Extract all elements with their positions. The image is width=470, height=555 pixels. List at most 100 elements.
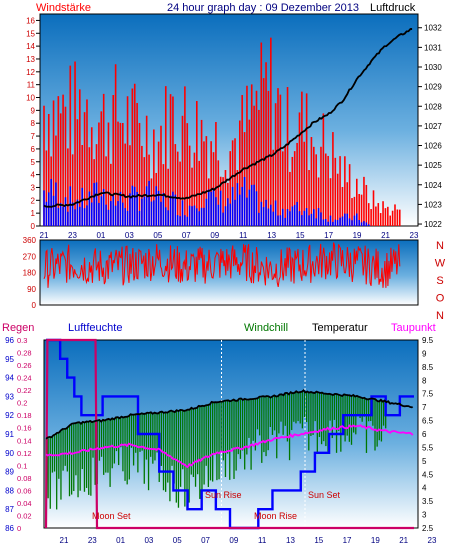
pressure-tick-label: 1026 [424, 142, 442, 151]
wind-pressure-marks [43, 28, 413, 226]
hour-tick-label: 05 [173, 536, 182, 545]
pressure-tick-label: 1032 [424, 24, 442, 33]
temperature-tick-label: 2.5 [422, 524, 434, 533]
humidity-tick-label: 96 [5, 336, 14, 345]
compass-label: N [436, 240, 444, 252]
moon-rise-label: Moon Rise [254, 511, 297, 521]
wind-tick-label: 16 [26, 16, 35, 25]
compass-label: S [436, 275, 443, 287]
humidity-tick-label: 94 [5, 374, 14, 383]
wind-direction-marks [43, 242, 401, 288]
compass-label: W [435, 258, 446, 270]
wind-tick-label: 3 [31, 183, 36, 192]
pressure-tick-label: 1031 [424, 43, 442, 52]
wind-tick-label: 10 [26, 94, 35, 103]
humidity-tick-label: 92 [5, 411, 14, 420]
rain-tick-label: 0.24 [17, 374, 32, 383]
legend-windchill: Windchill [244, 322, 288, 334]
pressure-line [43, 28, 413, 208]
wind-tick-label: 1 [31, 209, 36, 218]
hour-tick-label: 09 [210, 231, 219, 240]
hour-tick-label: 17 [324, 231, 333, 240]
hour-tick-label: 15 [296, 231, 305, 240]
humidity-tick-label: 88 [5, 486, 14, 495]
direction-tick-label: 270 [23, 252, 37, 261]
humidity-tick-label: 93 [5, 392, 14, 401]
hour-tick-label: 21 [381, 231, 390, 240]
legend-taupunkt: Taupunkt [391, 322, 436, 334]
wind-pressure-hour-axis: 21 23 01 03 05 07 09 11 13 15 17 19 21 23 [40, 231, 419, 240]
wind-tick-label: 6 [31, 145, 36, 154]
humidity-tick-label: 87 [5, 505, 14, 514]
wind-direction-plot-bg [39, 239, 419, 306]
hour-tick-label: 23 [410, 231, 419, 240]
hour-tick-label: 21 [40, 231, 49, 240]
temperature-tick-label: 3.5 [422, 497, 434, 506]
hour-tick-label: 01 [96, 231, 105, 240]
hour-tick-label: 13 [267, 231, 276, 240]
hour-tick-label: 11 [239, 231, 248, 240]
hour-tick-label: 11 [258, 536, 267, 545]
humidity-tick-label: 89 [5, 468, 14, 477]
wind-tick-label: 14 [26, 42, 35, 51]
humidity-tick-label: 90 [5, 449, 14, 458]
humidity-axis: 96 95 94 93 92 91 90 89 88 87 86 [5, 336, 14, 533]
pressure-axis: 1032 1031 1030 1029 1028 1027 1026 1025 1024 1023… [418, 24, 442, 229]
hour-tick-label: 21 [60, 536, 69, 545]
temperature-tick-label: 7 [422, 403, 427, 412]
pressure-tick-label: 1028 [424, 102, 442, 111]
wind-tick-label: 12 [26, 68, 35, 77]
rain-tick-label: 0.3 [17, 336, 27, 345]
hour-tick-label: 03 [144, 536, 153, 545]
rain-tick-label: 0.16 [17, 424, 32, 433]
legend-regen: Regen [2, 322, 34, 334]
pressure-tick-label: 1030 [424, 63, 442, 72]
wind-tick-label: 7 [31, 132, 36, 141]
header-left-label: Windstärke [36, 2, 91, 14]
rain-tick-label: 0.18 [17, 411, 32, 420]
hour-tick-label: 07 [182, 231, 191, 240]
direction-tick-label: 90 [27, 285, 36, 294]
wind-tick-label: 11 [27, 81, 36, 90]
pressure-tick-label: 1022 [424, 220, 442, 229]
moon-set-label: Moon Set [92, 511, 131, 521]
temperature-tick-label: 9 [422, 349, 427, 358]
temperature-tick-label: 8 [422, 376, 427, 385]
humidity-temperature-hour-axis: 21 23 01 03 05 07 09 11 13 15 17 19 21 23 [60, 536, 437, 545]
hour-tick-label: 13 [286, 536, 295, 545]
humidity-temperature-marks [44, 338, 414, 530]
rain-tick-label: 0 [17, 524, 21, 533]
hour-tick-label: 03 [125, 231, 134, 240]
wind-tick-label: 5 [31, 158, 36, 167]
hour-tick-label: 23 [68, 231, 77, 240]
wind-tick-label: 9 [31, 106, 36, 115]
legend-luftfeuchte: Luftfeuchte [68, 322, 122, 334]
rain-tick-label: 0.02 [17, 511, 32, 520]
humidity-tick-label: 91 [5, 430, 14, 439]
pressure-tick-label: 1029 [424, 83, 442, 92]
legend-temperatur: Temperatur [312, 322, 368, 334]
hour-tick-label: 17 [343, 536, 352, 545]
hour-tick-label: 15 [314, 536, 323, 545]
temperature-tick-label: 4.5 [422, 470, 434, 479]
direction-tick-label: 0 [32, 301, 37, 310]
rain-tick-label: 0.22 [17, 386, 32, 395]
rain-tick-label: 0.28 [17, 349, 32, 358]
hour-tick-label: 23 [88, 536, 97, 545]
pressure-tick-label: 1024 [424, 181, 442, 190]
rain-tick-label: 0.08 [17, 474, 32, 483]
dewpoint-line [45, 424, 414, 469]
temperature-tick-label: 4 [422, 484, 427, 493]
temperature-tick-label: 9.5 [422, 336, 434, 345]
wind-tick-label: 0 [31, 222, 36, 231]
header-right-label: Luftdruck [370, 2, 416, 14]
hour-tick-label: 21 [399, 536, 408, 545]
rain-axis: 0.3 0.28 0.26 0.24 0.22 0.2 0.18 0.16 0.14 0.12 0.… [17, 336, 32, 533]
pressure-tick-label: 1025 [424, 161, 442, 170]
direction-tick-label: 360 [23, 236, 37, 245]
rain-tick-label: 0.04 [17, 499, 32, 508]
